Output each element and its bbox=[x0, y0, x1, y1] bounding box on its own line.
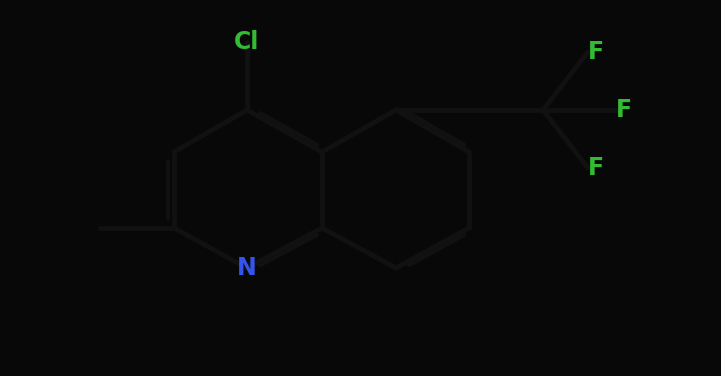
Text: N: N bbox=[237, 256, 257, 280]
Text: Cl: Cl bbox=[234, 30, 260, 54]
Text: F: F bbox=[616, 98, 632, 122]
Text: F: F bbox=[588, 156, 604, 180]
Text: F: F bbox=[588, 40, 604, 64]
